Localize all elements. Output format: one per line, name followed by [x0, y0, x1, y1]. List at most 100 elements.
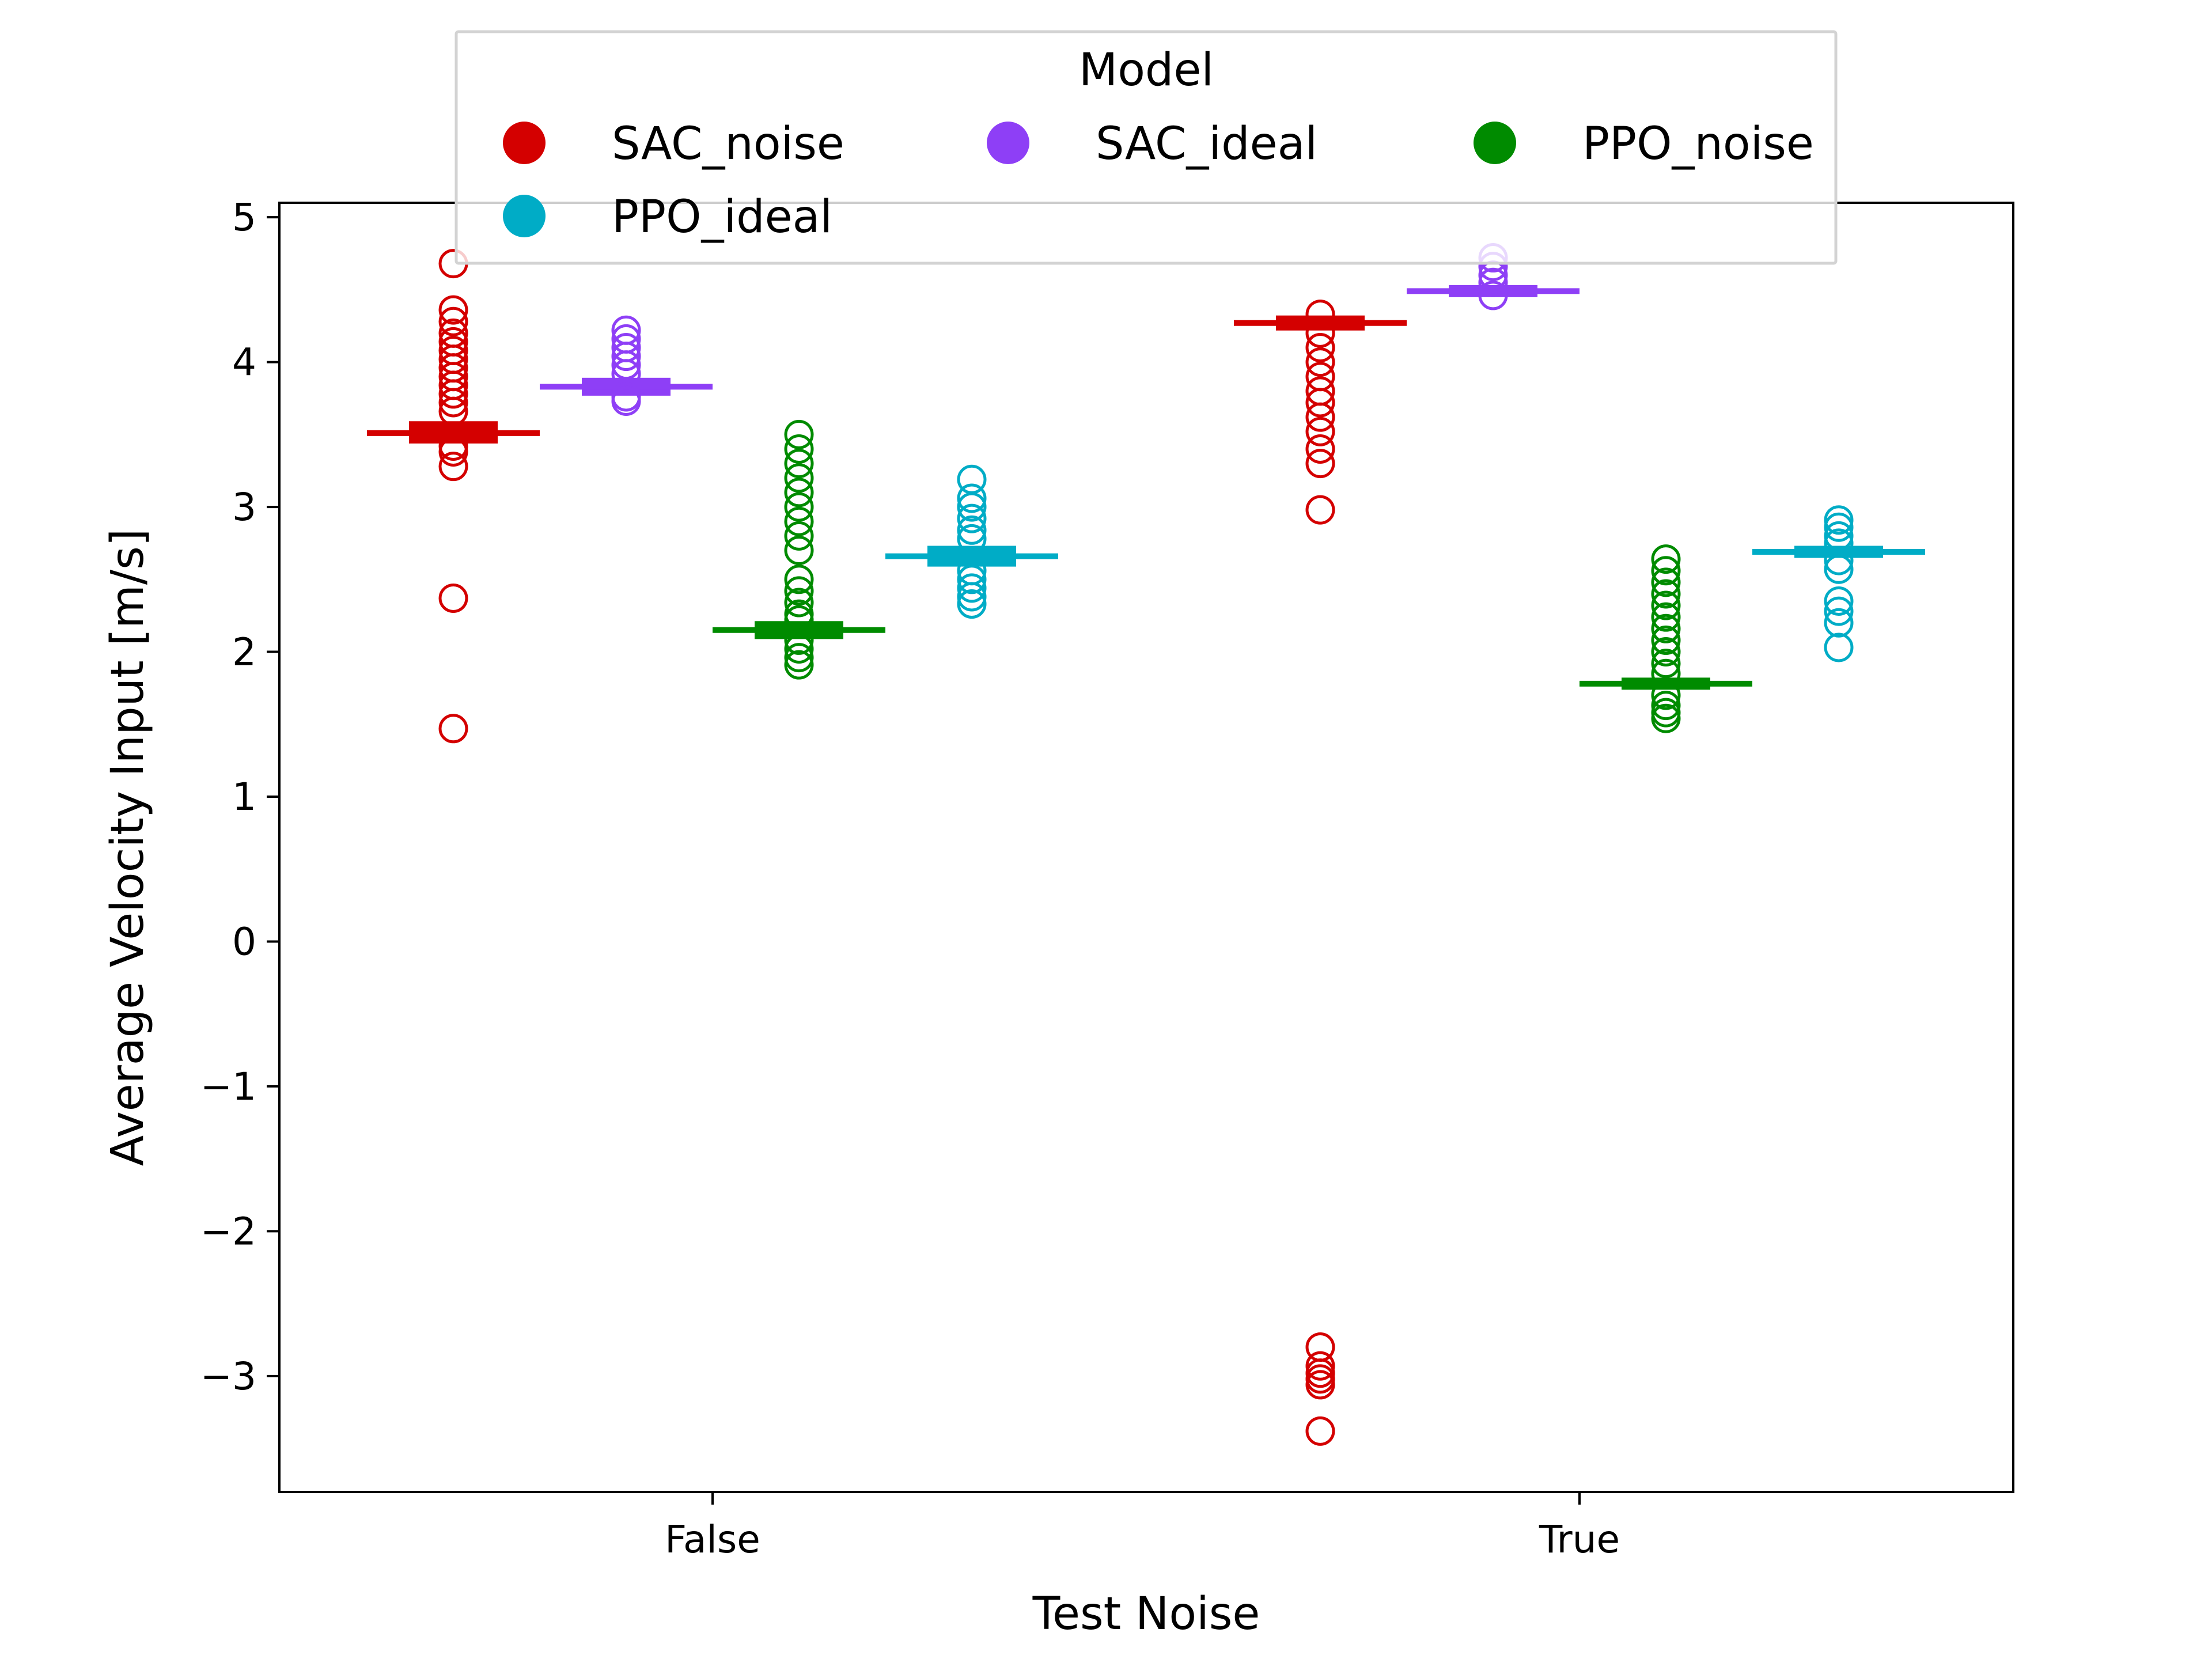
outlier-point: [784, 588, 814, 618]
plot-marks: [367, 243, 1925, 1446]
outlier-point: [1651, 637, 1681, 667]
outlier-point: [1305, 416, 1335, 446]
outlier-point: [784, 650, 814, 680]
outlier-point: [1651, 579, 1681, 609]
outlier-point: [438, 306, 468, 336]
legend-box: [454, 30, 1838, 265]
outlier-point: [1651, 567, 1681, 597]
axes: 5 4 3 2 1 0 −1 −2 −3 False True Test Noise Average V…: [102, 195, 2014, 1640]
outlier-point: [1651, 544, 1681, 574]
y-axis-label: Average Velocity Input [m/s]: [102, 529, 154, 1166]
outlier-point: [784, 463, 814, 493]
y-tick-label: 2: [232, 630, 256, 675]
outlier-point: [1824, 632, 1854, 662]
outlier-point: [1305, 495, 1335, 525]
outlier-point: [1305, 1416, 1335, 1446]
outlier-point: [1651, 613, 1681, 643]
outlier-point: [784, 634, 814, 664]
outlier-point: [1651, 625, 1681, 655]
outlier-point: [438, 714, 468, 744]
outlier-point: [784, 434, 814, 464]
outlier-point: [1651, 590, 1681, 620]
outlier-point: [1305, 332, 1335, 362]
outlier-point: [957, 492, 987, 522]
outlier-point: [1305, 318, 1335, 348]
box-group-PPO_ideal-True: [1752, 505, 1925, 662]
outlier-point: [611, 350, 641, 380]
outlier-point: [784, 643, 814, 673]
outlier-point: [1824, 586, 1854, 616]
box-group-SAC_noise-False: [367, 249, 540, 744]
outlier-point: [611, 387, 641, 416]
outlier-point: [784, 419, 814, 449]
legend-marker: [1474, 122, 1516, 164]
legend-title: Model: [1079, 44, 1214, 96]
outlier-point: [1651, 703, 1681, 733]
legend-marker: [987, 122, 1029, 164]
outlier-point: [784, 536, 814, 566]
outlier-point: [1305, 300, 1335, 329]
outlier-point: [957, 503, 987, 533]
outlier-point: [957, 524, 987, 554]
outlier-point: [1305, 1351, 1335, 1381]
legend-label: PPO_ideal: [612, 191, 832, 243]
outlier-point: [1305, 388, 1335, 418]
outlier-point: [1651, 680, 1681, 710]
outlier-point: [1824, 521, 1854, 551]
outlier-point: [784, 506, 814, 536]
outlier-point: [611, 342, 641, 372]
outlier-point: [957, 483, 987, 513]
outlier-point: [438, 388, 468, 418]
x-tick-label: False: [665, 1517, 760, 1562]
outlier-point: [1824, 512, 1854, 542]
outlier-point: [784, 492, 814, 522]
y-tick-label: 1: [232, 775, 256, 819]
outlier-point: [1824, 608, 1854, 638]
y-tick-label: −1: [200, 1065, 256, 1109]
outlier-point: [1651, 649, 1681, 679]
legend-marker: [503, 195, 546, 237]
box-group-PPO_ideal-False: [885, 464, 1058, 619]
outlier-point: [784, 565, 814, 594]
outlier-point: [784, 449, 814, 479]
outlier-point: [1824, 554, 1854, 584]
legend: Model SAC_noise SAC_ideal PPO_noise PPO_idea…: [454, 30, 1838, 265]
box-group-PPO_noise-True: [1580, 544, 1752, 733]
y-tick-label: −3: [200, 1354, 256, 1399]
outlier-point: [957, 589, 987, 619]
outlier-point: [957, 573, 987, 603]
outlier-point: [1824, 546, 1854, 575]
box-group-SAC_noise-True: [1234, 300, 1407, 1446]
outlier-point: [784, 478, 814, 507]
outlier-point: [1305, 1370, 1335, 1400]
outlier-point: [438, 583, 468, 613]
outlier-point: [438, 379, 468, 409]
outlier-point: [1305, 434, 1335, 464]
legend-item-SAC_noise: SAC_noise: [503, 118, 844, 170]
legend-label: PPO_noise: [1582, 118, 1814, 170]
outlier-point: [1478, 281, 1508, 310]
legend-item-PPO_ideal: PPO_ideal: [503, 191, 832, 243]
outlier-point: [1305, 402, 1335, 432]
legend-item-SAC_ideal: SAC_ideal: [987, 118, 1317, 170]
outlier-point: [1305, 449, 1335, 479]
y-tick-label: −2: [200, 1209, 256, 1253]
outlier-point: [438, 452, 468, 482]
outlier-point: [1305, 347, 1335, 377]
outlier-point: [1824, 596, 1854, 626]
x-axis-label: Test Noise: [1032, 1588, 1260, 1640]
legend-label: SAC_noise: [612, 118, 844, 170]
outlier-point: [784, 521, 814, 551]
x-tick-label: True: [1539, 1517, 1620, 1562]
outlier-point: [1651, 658, 1681, 688]
y-tick-label: 4: [232, 340, 256, 385]
outlier-point: [784, 576, 814, 606]
box-group-PPO_noise-False: [713, 419, 885, 680]
outlier-point: [784, 605, 814, 635]
outlier-point: [1824, 505, 1854, 535]
legend-marker: [503, 122, 546, 164]
box-group-SAC_ideal-False: [540, 315, 713, 416]
outlier-point: [1651, 691, 1681, 721]
